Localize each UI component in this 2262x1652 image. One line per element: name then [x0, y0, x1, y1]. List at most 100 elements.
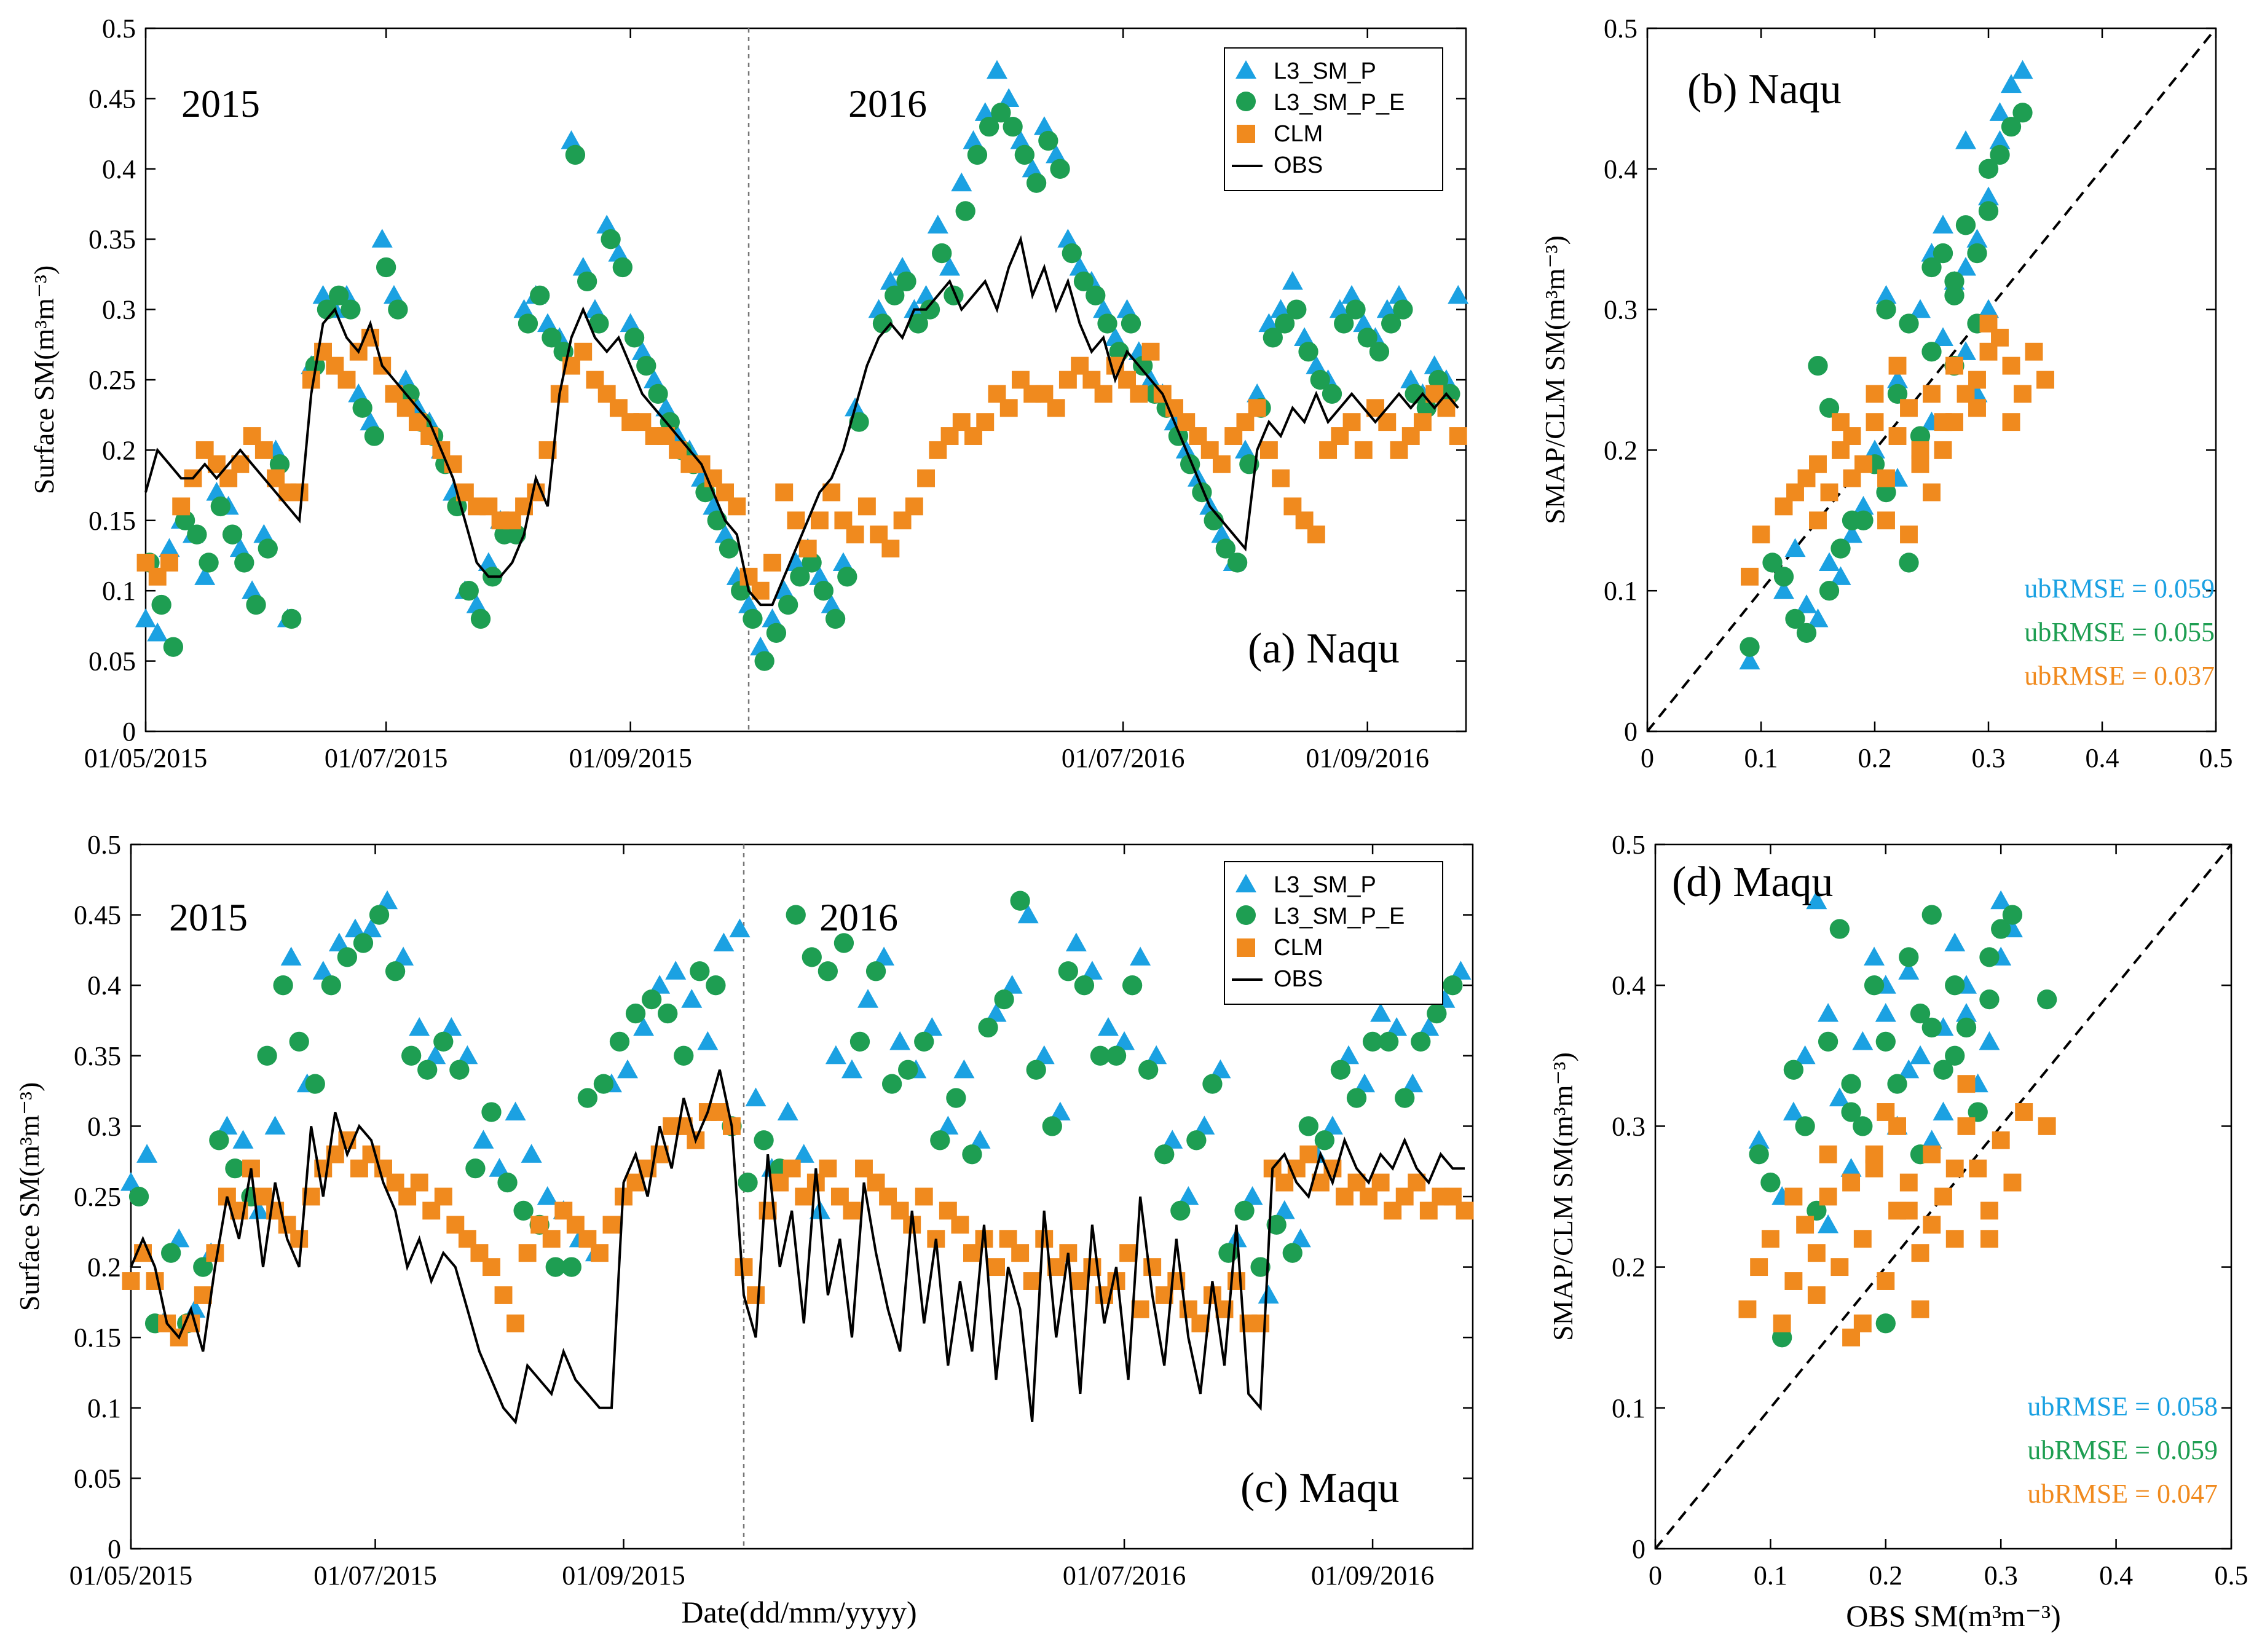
- point-l3-sm-p: [1022, 158, 1043, 178]
- point-clm: [1738, 1300, 1757, 1318]
- one-to-one-line: [1646, 27, 2217, 733]
- point-l3-sm-p: [1294, 327, 1315, 346]
- point-l3-sm-p: [312, 961, 334, 980]
- point-l3-sm-p-e: [1058, 961, 1078, 981]
- point-clm: [905, 497, 923, 516]
- point-l3-sm-p-e: [1956, 1017, 1977, 1038]
- y-axis-label: Surface SM(m³m⁻³): [14, 1082, 45, 1312]
- point-l3-sm-p-e: [161, 1243, 181, 1263]
- point-l3-sm-p-e: [305, 1074, 325, 1094]
- point-l3-sm-p-e: [1154, 1144, 1175, 1165]
- point-l3-sm-p: [360, 918, 382, 938]
- point-l3-sm-p: [785, 552, 806, 572]
- y-tick-label: 0.5: [87, 830, 121, 860]
- point-l3-sm-p-e: [1933, 243, 1953, 264]
- point-l3-sm-p-e: [376, 257, 396, 278]
- point-l3-sm-p: [1306, 355, 1327, 374]
- plot-area-d: 0 0.1 0.2 0.3 0.4 0.5 SMAP/CLM SM(m³m⁻³) 0 0.1 0.…: [1547, 830, 2248, 1591]
- point-l3-sm-p-e: [719, 538, 739, 559]
- point-l3-sm-p-e: [1038, 130, 1058, 151]
- y-tick-label: 0.1: [1612, 1393, 1645, 1423]
- point-l3-sm-p-e: [1876, 299, 1896, 320]
- point-l3-sm-p-e: [561, 1257, 581, 1277]
- point-l3-sm-p: [633, 1017, 655, 1036]
- point-l3-sm-p: [841, 1059, 862, 1079]
- point-l3-sm-p: [1274, 1200, 1295, 1219]
- point-l3-sm-p: [953, 1059, 975, 1079]
- point-l3-sm-p-e: [786, 905, 806, 925]
- point-l3-sm-p: [1116, 299, 1138, 318]
- point-clm: [290, 1230, 309, 1248]
- point-l3-sm-p-e: [128, 1186, 149, 1207]
- point-l3-sm-p-e: [991, 103, 1011, 123]
- x-tick-label: 0.3: [1984, 1560, 2018, 1591]
- legend-item-clm: CLM: [1237, 935, 1323, 961]
- x-tick-label: 0.4: [2099, 1560, 2133, 1591]
- point-clm: [2036, 371, 2054, 389]
- point-l3-sm-p: [868, 299, 889, 318]
- point-l3-sm-p-e: [1133, 355, 1153, 376]
- point-l3-sm-p: [425, 1045, 446, 1064]
- point-l3-sm-p: [963, 130, 984, 149]
- legend-label-l3-sm-p-e: L3_SM_P_E: [1274, 90, 1405, 116]
- point-l3-sm-p: [703, 495, 724, 515]
- point-l3-sm-p: [1270, 299, 1291, 318]
- point-l3-sm-p-e: [530, 285, 550, 305]
- point-l3-sm-p-e: [589, 313, 609, 334]
- point-l3-sm-p-e: [497, 1172, 518, 1193]
- y-tick-label: 0.05: [74, 1463, 121, 1493]
- point-l3-sm-p: [168, 1228, 190, 1248]
- point-l3-sm-p: [521, 1144, 542, 1163]
- point-clm: [1784, 1187, 1803, 1206]
- point-clm: [1968, 399, 1986, 417]
- x-tick-label: 0.5: [2215, 1560, 2248, 1591]
- point-clm: [1968, 371, 1986, 389]
- point-l3-sm-p-e: [1795, 1116, 1815, 1136]
- point-l3-sm-p-e: [1010, 891, 1030, 911]
- point-l3-sm-p-e: [967, 144, 988, 165]
- point-clm: [1900, 525, 1918, 544]
- point-l3-sm-p: [1386, 1017, 1408, 1036]
- point-clm: [1141, 342, 1160, 361]
- point-l3-sm-p: [280, 946, 302, 966]
- point-l3-sm-p: [1955, 1003, 1977, 1022]
- point-l3-sm-p-e: [1899, 313, 1919, 334]
- point-l3-sm-p-e: [329, 285, 349, 305]
- y-tick-label: 0.05: [89, 647, 136, 677]
- point-l3-sm-p-e: [1263, 328, 1283, 348]
- point-l3-sm-p: [655, 397, 677, 417]
- point-clm: [1911, 455, 1929, 473]
- point-clm: [1900, 399, 1918, 417]
- point-l3-sm-p-e: [932, 243, 952, 264]
- point-l3-sm-p-e: [1785, 608, 1805, 629]
- point-clm: [1248, 399, 1266, 417]
- point-l3-sm-p-e: [1819, 581, 1840, 601]
- series-l3-sm-p-e: [140, 103, 1460, 671]
- point-l3-sm-p-e: [636, 355, 656, 376]
- point-l3-sm-p-e: [246, 594, 266, 615]
- point-clm: [1843, 469, 1861, 487]
- point-clm: [1877, 1272, 1895, 1290]
- point-clm: [1853, 1314, 1872, 1332]
- point-l3-sm-p-e: [1979, 989, 2000, 1010]
- point-l3-sm-p: [620, 313, 641, 332]
- plot-frame: [1654, 843, 2232, 1550]
- point-l3-sm-p: [738, 594, 760, 613]
- point-l3-sm-p: [986, 60, 1007, 79]
- point-clm: [1877, 1103, 1895, 1121]
- point-l3-sm-p-e: [896, 271, 916, 291]
- point-l3-sm-p: [951, 172, 972, 192]
- y-axis-label: SMAP/CLM SM(m³m⁻³): [1547, 1052, 1578, 1341]
- legend-label-l3-sm-p-e: L3_SM_P_E: [1274, 903, 1405, 929]
- point-clm: [1809, 455, 1827, 473]
- point-l3-sm-p-e: [222, 524, 243, 545]
- point-clm: [782, 1159, 801, 1178]
- y-tick-label: 0.4: [87, 970, 121, 1001]
- point-l3-sm-p-e: [282, 608, 302, 629]
- point-l3-sm-p-e: [369, 905, 390, 925]
- point-clm: [1784, 1272, 1803, 1290]
- y-tick-label: 0.15: [74, 1323, 121, 1353]
- point-clm: [1842, 1173, 1861, 1192]
- point-l3-sm-p: [1773, 580, 1794, 599]
- point-clm: [590, 1244, 609, 1262]
